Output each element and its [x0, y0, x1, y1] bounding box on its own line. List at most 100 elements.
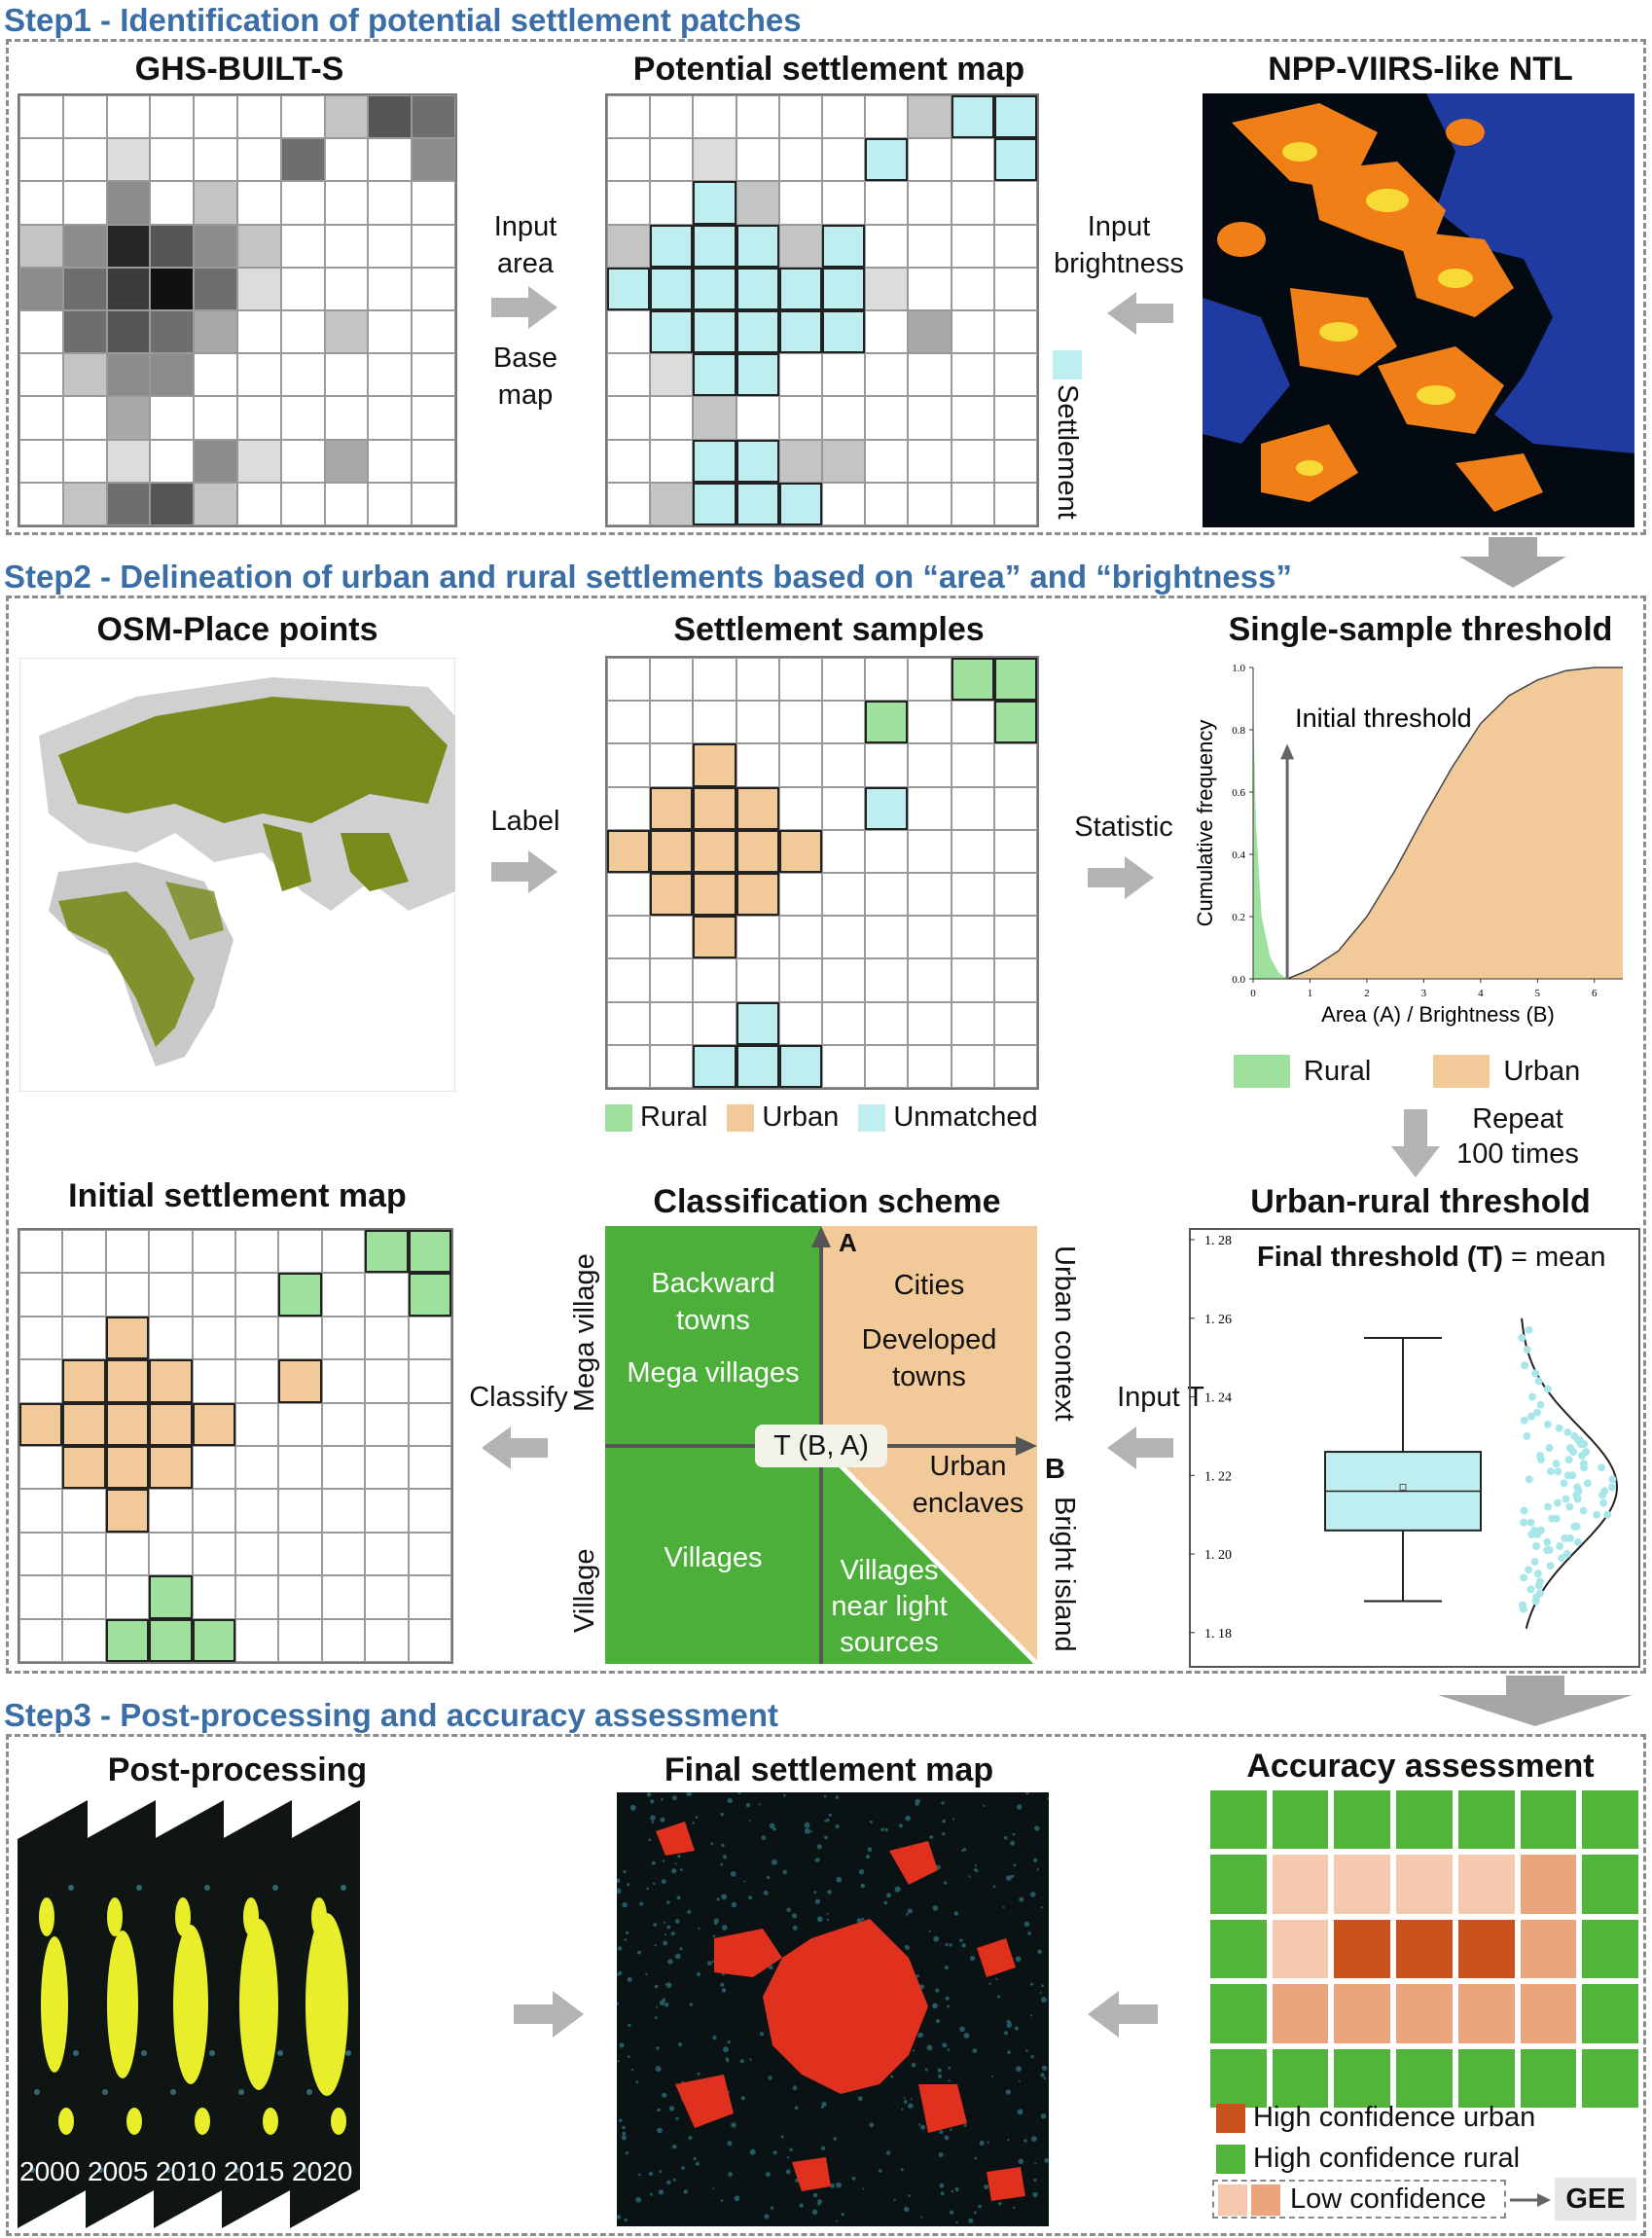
grid-cell [650, 396, 694, 440]
final-threshold-label: Final threshold (T) = mean [1257, 1242, 1606, 1274]
grid-cell [736, 95, 779, 139]
grid-cell [951, 873, 994, 917]
grid-cell [607, 224, 651, 268]
grid-cell [19, 310, 63, 354]
grid-cell [368, 138, 413, 182]
sample-point [1520, 1573, 1528, 1582]
grid-cell [280, 267, 325, 310]
classification-scheme-diagram [605, 1226, 1037, 1664]
grid-cell [106, 439, 151, 483]
grid-cell [607, 181, 651, 225]
grid-cell [736, 873, 779, 917]
sample-point [1579, 1506, 1588, 1515]
grid-cell [278, 1273, 322, 1317]
grid-cell [778, 181, 822, 225]
grid-cell [194, 224, 237, 268]
grid-cell [993, 829, 1037, 873]
urban-swatch [1433, 1055, 1490, 1088]
grid-cell [993, 658, 1037, 702]
grid-cell [236, 439, 281, 483]
grid-cell [951, 701, 994, 744]
grid-cell [62, 1230, 106, 1274]
grid-cell [105, 1489, 150, 1533]
developed-towns-label: Developed towns [861, 1324, 997, 1393]
urban-area [1287, 668, 1623, 979]
y-tick-label: 0.6 [1232, 787, 1245, 799]
rural-swatch [1234, 1055, 1290, 1088]
grid-cell [149, 1359, 193, 1403]
grid-cell [693, 829, 736, 873]
grid-cell [412, 396, 455, 440]
grid-cell [105, 1618, 150, 1662]
accuracy-cell [1396, 1790, 1453, 1850]
sample-point [1553, 1498, 1562, 1507]
grid-cell [993, 224, 1037, 268]
sample-point [1598, 1463, 1606, 1472]
rural-swatch [605, 1103, 632, 1132]
sample-point [1523, 1346, 1531, 1354]
sample-point [1536, 1400, 1545, 1409]
grid-cell [778, 1001, 822, 1045]
grid-cell [324, 224, 369, 268]
grid-cell [192, 1402, 235, 1446]
grid-cell [778, 267, 822, 310]
ntl-year-panel [18, 1800, 88, 2228]
samples-legend: Rural Urban Unmatched [605, 1101, 1038, 1134]
sample-point [1556, 1542, 1564, 1550]
grid-cell [150, 310, 195, 354]
grid-cell [278, 1402, 322, 1446]
grid-cell [236, 310, 281, 354]
grid-cell [365, 1575, 409, 1619]
accuracy-cell [1520, 1919, 1577, 1979]
grid-cell [822, 396, 866, 440]
grid-cell [736, 353, 779, 397]
grid-cell [235, 1316, 279, 1360]
grid-cell [324, 396, 369, 440]
grid-cell [993, 310, 1037, 354]
grid-cell [650, 873, 694, 917]
grid-cell [192, 1575, 235, 1619]
grid-cell [908, 310, 952, 354]
grid-cell [321, 1359, 366, 1403]
grid-cell [908, 353, 952, 397]
low-mid-swatch [1251, 2184, 1280, 2216]
grid-cell [908, 439, 952, 483]
accuracy-cell [1457, 2048, 1515, 2108]
grid-cell [19, 1489, 63, 1533]
grid-cell [650, 829, 694, 873]
sample-point [1569, 1448, 1578, 1457]
ntl-year-panel [290, 1800, 360, 2228]
accuracy-cell [1210, 1984, 1267, 2043]
grid-cell [951, 916, 994, 959]
grid-cell [908, 958, 952, 1002]
sample-point [1533, 1408, 1541, 1417]
y-tick-label: 1. 18 [1204, 1627, 1232, 1642]
grid-cell [865, 916, 909, 959]
y-tick-label: 1. 28 [1204, 1234, 1232, 1248]
grid-cell [194, 95, 237, 139]
grid-cell [951, 396, 994, 440]
grid-cell [865, 353, 909, 397]
grid-cell [280, 181, 325, 225]
left-arrow-icon [1088, 1991, 1158, 2038]
grid-cell [822, 353, 866, 397]
grid-cell [105, 1532, 150, 1576]
grid-cell [908, 873, 952, 917]
grid-cell [62, 1402, 106, 1446]
grid-cell [62, 1618, 106, 1662]
grid-cell [106, 353, 151, 397]
grid-cell [607, 658, 651, 702]
grid-cell [951, 829, 994, 873]
grid-cell [650, 743, 694, 787]
grid-cell [822, 439, 866, 483]
statistic-arrow-text: Statistic [1074, 812, 1173, 843]
grid-cell [822, 224, 866, 268]
grid-cell [607, 95, 651, 139]
grid-cell [607, 829, 651, 873]
grid-cell [368, 482, 413, 525]
grid-cell [321, 1489, 366, 1533]
grid-cell [105, 1273, 150, 1317]
step3-title: Step3 - Post-processing and accuracy ass… [4, 1697, 778, 1733]
grid-cell [236, 138, 281, 182]
grid-cell [408, 1618, 451, 1662]
